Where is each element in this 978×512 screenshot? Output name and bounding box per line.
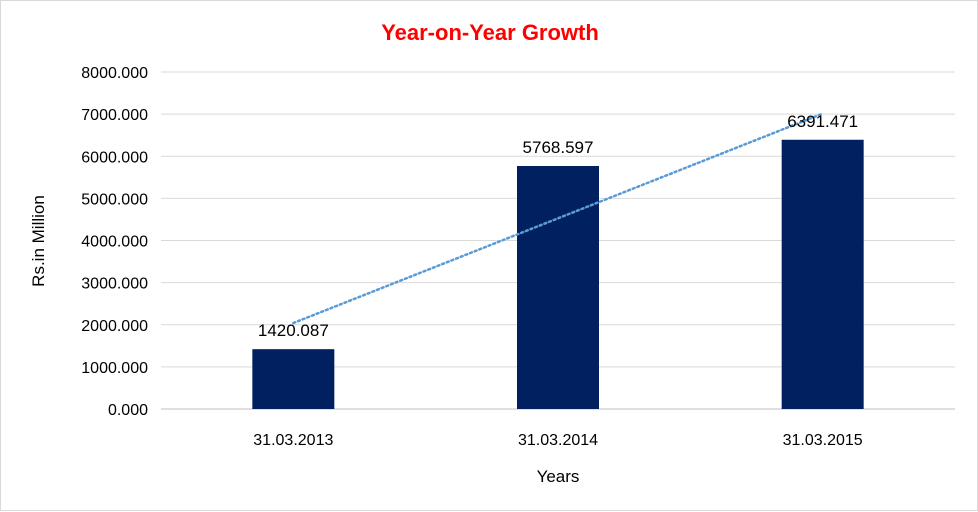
- x-tick-label: 31.03.2015: [783, 432, 863, 449]
- y-tick-label: 1000.000: [81, 360, 148, 377]
- y-tick-label: 7000.000: [81, 107, 148, 124]
- x-axis-title: Years: [537, 467, 580, 486]
- x-tick-label: 31.03.2014: [518, 432, 598, 449]
- x-axis-ticks: 31.03.2013 31.03.2014 31.03.2015: [253, 432, 863, 449]
- bar: [517, 165, 599, 409]
- data-label: 1420.087: [258, 321, 329, 340]
- y-tick-label: 2000.000: [81, 318, 148, 335]
- bar: [781, 139, 864, 409]
- x-tick-label: 31.03.2013: [253, 432, 333, 449]
- bars: [252, 139, 864, 409]
- bar: [252, 349, 335, 409]
- y-tick-label: 6000.000: [81, 149, 148, 166]
- trendline-layer: [292, 112, 824, 325]
- data-label: 5768.597: [523, 138, 594, 157]
- y-axis-title: Rs.in Million: [29, 195, 48, 287]
- y-tick-label: 3000.000: [81, 276, 148, 293]
- data-labels: 1420.087 5768.597 6391.471: [258, 112, 858, 340]
- y-tick-label: 4000.000: [81, 234, 148, 251]
- y-tick-label: 8000.000: [81, 65, 148, 82]
- data-label: 6391.471: [787, 112, 858, 131]
- y-tick-label: 0.000: [108, 402, 148, 419]
- y-tick-label: 5000.000: [81, 191, 148, 208]
- trendline: [292, 112, 824, 325]
- chart-title: Year-on-Year Growth: [381, 20, 599, 45]
- y-axis-ticks: 0.000 1000.000 2000.000 3000.000 4000.000 500…: [81, 65, 148, 419]
